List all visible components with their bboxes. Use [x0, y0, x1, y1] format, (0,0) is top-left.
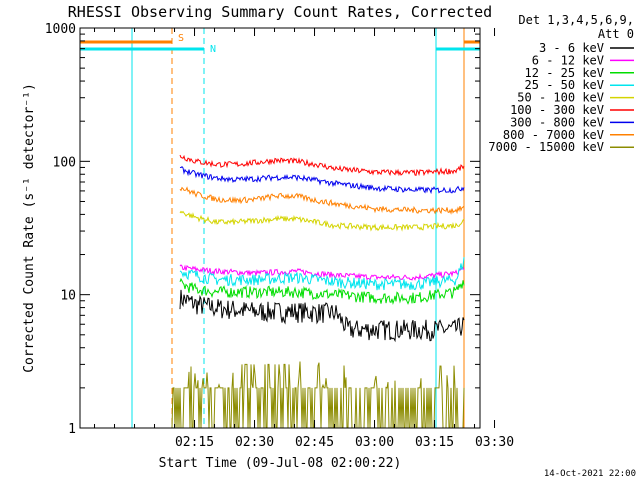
legend-title-line-2: Att 0: [598, 27, 634, 41]
y-tick-label-3: 1000: [45, 22, 76, 37]
series-line-7: [179, 186, 465, 215]
x-tick-label-0: 02:15: [175, 435, 214, 450]
series-line-5: [179, 154, 465, 177]
legend-label-5: 100 - 300 keV: [510, 103, 604, 117]
legend-label-3: 25 - 50 keV: [525, 78, 604, 92]
series-line-2: [179, 277, 465, 306]
legend-label-1: 6 - 12 keV: [532, 53, 604, 67]
plot-area: SN 02:15 02:30 02:45 03:00 03:15 03:301101001…: [45, 22, 514, 450]
x-tick-label-3: 03:00: [355, 435, 394, 450]
legend-label-7: 800 - 7000 keV: [503, 128, 604, 142]
y-tick-label-2: 100: [53, 155, 76, 170]
series-line-4: [179, 210, 465, 232]
y-axis-label: Corrected Count Rate (s⁻¹ detector⁻¹): [22, 83, 37, 373]
series-line-3: [179, 257, 465, 291]
series-layer: [171, 154, 465, 429]
series-line-8: [171, 361, 465, 429]
x-tick-label-4: 03:15: [415, 435, 454, 450]
flag-label-n: N: [210, 44, 216, 55]
legend-label-6: 300 - 800 keV: [510, 115, 604, 129]
legend-label-8: 7000 - 15000 keV: [488, 140, 604, 154]
plot-frame: [79, 27, 481, 429]
marker-layer: SN: [80, 28, 481, 428]
flag-label-s: S: [178, 33, 184, 44]
series-line-1: [179, 264, 465, 281]
series-line-6: [179, 165, 465, 195]
x-tick-label-1: 02:30: [235, 435, 274, 450]
chart-title: RHESSI Observing Summary Count Rates, Co…: [68, 3, 492, 21]
x-axis-label: Start Time (09-Jul-08 02:00:22): [159, 456, 402, 471]
x-tick-label-2: 02:45: [295, 435, 334, 450]
y-tick-label-1: 10: [60, 289, 76, 304]
legend-title-line-1: Det 1,3,4,5,6,9,: [518, 13, 634, 27]
x-tick-label-5: 03:30: [475, 435, 514, 450]
footer-date: 14-Oct-2021 22:00: [544, 469, 636, 479]
axis-layer: 02:15 02:30 02:45 03:00 03:15 03:30 1 10 100 1000: [45, 22, 514, 450]
legend-label-0: 3 - 6 keV: [539, 41, 604, 55]
y-tick-label-0: 1: [68, 422, 76, 437]
legend-label-4: 50 - 100 keV: [517, 91, 604, 105]
legend-label-2: 12 - 25 keV: [525, 66, 604, 80]
series-line-0: [179, 289, 465, 343]
